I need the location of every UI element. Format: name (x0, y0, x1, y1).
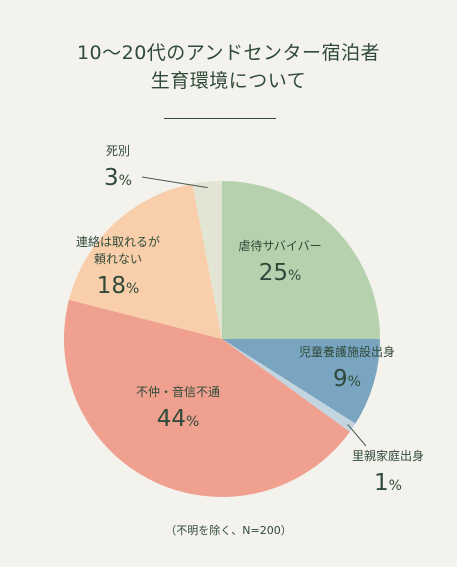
pie-slice-estranged (63, 299, 350, 497)
slice-name-abuse-survivor: 虐待サバイバー (238, 239, 322, 253)
slice-name-estranged: 不仲・音信不通 (135, 385, 220, 399)
slice-name-foster-family: 里親家庭出身 (351, 449, 424, 463)
slice-name-cannot-rely-line2: 頼れない (93, 252, 142, 266)
slice-value-childrens-home: 9% (333, 366, 361, 392)
slice-name-childrens-home: 児童養護施設出身 (298, 345, 395, 359)
slice-label-foster-family: 里親家庭出身 1% (338, 448, 438, 500)
slice-label-estranged: 不仲・音信不通 44% (118, 384, 238, 436)
slice-label-cannot-rely: 連絡は取れるが 頼れない 18% (62, 234, 174, 303)
slice-value-abuse-survivor: 25% (258, 260, 302, 286)
slice-value-bereavement: 3% (104, 165, 132, 191)
slice-value-estranged: 44% (156, 406, 200, 432)
pie-slice-childrens-home (222, 339, 380, 424)
pie-slice-cannot-rely (68, 183, 222, 339)
chart-title-line1: 10～20代のアンドセンター宿泊者 (76, 42, 381, 64)
pie-slice-abuse-survivor (222, 181, 380, 339)
slice-value-cannot-rely: 18% (96, 273, 140, 299)
leader-line-bereavement (141, 176, 208, 189)
pie-slice-bereavement (192, 181, 222, 339)
title-divider (164, 118, 276, 119)
slice-label-childrens-home: 児童養護施設出身 9% (287, 344, 407, 396)
slice-label-abuse-survivor: 虐待サバイバー 25% (233, 238, 327, 290)
slice-name-bereavement: 死別 (105, 144, 130, 158)
leader-line-foster-family (347, 424, 367, 447)
pie-slice-foster-family (222, 339, 356, 432)
chart-footnote: （不明を除く、N=200） (165, 524, 292, 537)
slice-label-bereavement: 死別 3% (90, 143, 146, 195)
slice-name-cannot-rely-line1: 連絡は取れるが (75, 235, 160, 249)
slice-value-foster-family: 1% (374, 470, 402, 496)
chart-title-line2: 生育環境について (150, 70, 307, 92)
